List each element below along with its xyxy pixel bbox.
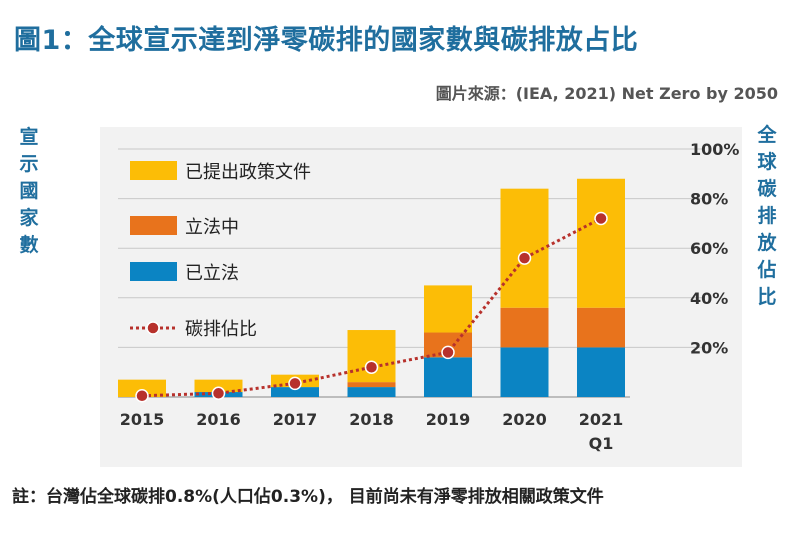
legend-label: 已立法 — [185, 263, 239, 284]
y2-tick-label: 80% — [690, 190, 728, 209]
bar-enacted — [424, 357, 472, 397]
y2-tick-label: 100% — [690, 140, 739, 159]
x-tick-label: 2018 — [349, 410, 394, 429]
x-tick-label: 2017 — [273, 410, 318, 429]
x-tick-label: Q1 — [589, 434, 614, 453]
emission-point — [517, 251, 532, 265]
legend-marker — [146, 321, 160, 335]
y2-tick-label: 40% — [690, 289, 728, 308]
x-tick-label: 2020 — [502, 410, 547, 429]
chart: 102030405020%40%60%80%100%20152016201720… — [100, 127, 742, 467]
x-tick-label: 2015 — [120, 410, 165, 429]
y-axis-label-right: 全球碳排放佔比 — [757, 124, 777, 308]
emission-point — [364, 360, 379, 374]
y-axis-label-left: 宣示國家數 — [19, 126, 39, 256]
y2-tick-label: 60% — [690, 239, 728, 258]
x-tick-label: 2016 — [196, 410, 241, 429]
bar-legislating — [500, 307, 549, 348]
bar-enacted — [500, 347, 549, 397]
legend-swatch — [130, 161, 177, 180]
emission-point — [211, 386, 226, 401]
plot-background — [100, 127, 742, 467]
bar-proposed — [118, 379, 166, 397]
bar-legislating — [577, 307, 625, 348]
y2-tick-label: 20% — [690, 338, 728, 357]
x-tick-label: 2021 — [579, 410, 624, 429]
x-tick-label: 2019 — [426, 410, 471, 429]
footnote: 註：台灣佔全球碳排0.8%(人口佔0.3%)， 目前尚未有淨零排放相關政策文件 — [12, 487, 604, 507]
emission-point — [135, 389, 149, 403]
bar-proposed — [194, 379, 243, 393]
bar-proposed — [500, 188, 549, 308]
emission-point — [594, 211, 608, 226]
legend-label: 碳排佔比 — [185, 319, 257, 340]
legend-label: 立法中 — [185, 217, 239, 238]
bar-proposed — [424, 285, 472, 333]
legend-label: 已提出政策文件 — [185, 162, 311, 183]
bar-enacted — [577, 347, 625, 397]
bar-proposed — [347, 330, 396, 383]
emission-point — [441, 345, 455, 360]
bar-proposed — [577, 178, 625, 308]
legend-swatch — [130, 216, 177, 235]
bar-enacted — [271, 387, 319, 397]
emission-point — [288, 376, 302, 391]
bar-legislating — [347, 382, 396, 388]
legend-swatch — [130, 262, 177, 281]
chart-source: 圖片來源：(IEA, 2021) Net Zero by 2050 — [435, 84, 778, 103]
bar-enacted — [347, 387, 396, 397]
chart-title: 圖1：全球宣示達到淨零碳排的國家數與碳排放占比 — [14, 25, 639, 56]
